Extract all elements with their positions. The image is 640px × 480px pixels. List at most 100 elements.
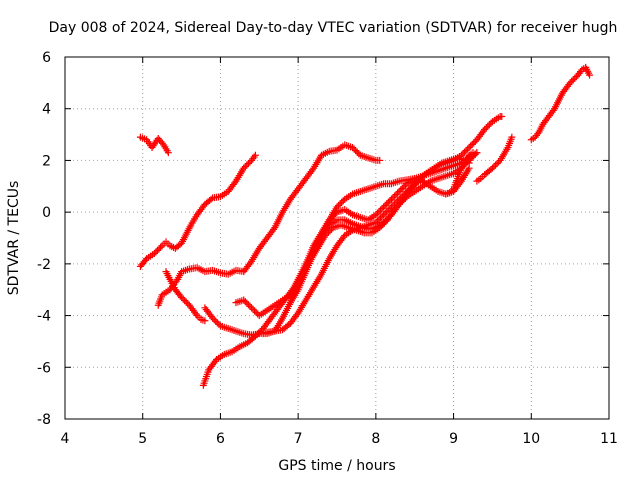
data-point (468, 140, 476, 148)
data-point (155, 245, 163, 253)
data-point (464, 153, 472, 161)
axis-ticks: 4 5 6 7 8 9 10 11 -8 -6 -4 -2 0 2 4 6 (37, 50, 618, 447)
data-point (252, 308, 260, 316)
data-point (392, 191, 400, 199)
y-tick-label: -4 (37, 309, 51, 325)
x-tick-label: 10 (522, 431, 540, 447)
series-arc3 (154, 141, 384, 309)
data-point (467, 142, 475, 150)
data-point (270, 225, 278, 233)
y-tick-label: 4 (42, 102, 51, 118)
data-point (251, 151, 259, 159)
data-point (498, 112, 506, 120)
data-point (386, 205, 394, 213)
series-arc11 (473, 133, 516, 185)
data-point (389, 201, 397, 209)
data-point (549, 106, 557, 114)
y-tick-label: -2 (37, 257, 51, 273)
data-point (375, 215, 383, 223)
data-point (400, 196, 408, 204)
data-point (164, 149, 172, 157)
data-point (377, 214, 385, 222)
data-point (568, 77, 576, 85)
data-point (470, 139, 478, 147)
data-point (212, 317, 220, 325)
x-tick-label: 6 (216, 431, 225, 447)
data-point (459, 150, 467, 158)
data-point (485, 121, 493, 129)
data-point (211, 357, 219, 365)
data-point (246, 302, 254, 310)
y-axis-label: SDTVAR / TECUs (6, 181, 22, 296)
data-point (411, 180, 419, 188)
data-point (209, 314, 217, 322)
data-point (484, 122, 492, 130)
data-point (394, 189, 402, 197)
data-point (397, 186, 405, 194)
data-point (377, 206, 385, 214)
data-point (380, 211, 388, 219)
data-point (150, 250, 158, 258)
data-point (577, 68, 585, 76)
data-point (333, 203, 341, 211)
data-point (387, 203, 395, 211)
x-axis-label: GPS time / hours (278, 458, 395, 474)
data-point (493, 160, 501, 168)
series-arc12 (527, 63, 594, 144)
data-point (380, 218, 388, 226)
data-point (244, 301, 252, 309)
data-point (244, 160, 252, 168)
data-point (381, 209, 389, 217)
data-point (182, 298, 190, 306)
data-point (192, 310, 200, 318)
x-tick-label: 4 (61, 431, 70, 447)
data-point (152, 248, 160, 256)
data-point (383, 215, 391, 223)
data-point (201, 317, 209, 325)
data-point (178, 293, 186, 301)
data-point (210, 316, 218, 324)
data-point (153, 246, 161, 254)
data-point (410, 182, 418, 190)
data-point (398, 184, 406, 192)
data-point (462, 147, 470, 155)
y-tick-label: 2 (42, 153, 51, 169)
data-point (250, 153, 258, 161)
data-point (253, 331, 261, 339)
data-point (380, 203, 388, 211)
x-tick-label: 7 (294, 431, 303, 447)
data-point (386, 197, 394, 205)
data-point (157, 243, 165, 251)
data-point (207, 195, 215, 203)
data-point (375, 208, 383, 216)
data-point (492, 161, 500, 169)
data-point (488, 164, 496, 172)
series-arc1 (136, 133, 172, 157)
data-point (481, 125, 489, 133)
x-tick-label: 11 (600, 431, 618, 447)
data-point (387, 195, 395, 203)
data-point (376, 156, 384, 164)
data-point (383, 200, 391, 208)
data-point (240, 296, 248, 304)
grid-lines (65, 57, 609, 419)
x-tick-label: 5 (138, 431, 147, 447)
data-point (181, 297, 189, 305)
data-point (308, 166, 316, 174)
data-point (383, 208, 391, 216)
data-point (384, 198, 392, 206)
data-point (338, 198, 346, 206)
data-point (243, 299, 251, 307)
y-tick-label: -8 (37, 412, 51, 428)
data-point (534, 130, 542, 138)
data-point (243, 161, 251, 169)
data-point (465, 164, 473, 172)
data-point (482, 124, 490, 132)
data-point (381, 201, 389, 209)
data-point (571, 74, 579, 82)
data-point (339, 233, 347, 241)
data-point (586, 71, 594, 79)
data-point (241, 163, 249, 171)
data-point (464, 145, 472, 153)
